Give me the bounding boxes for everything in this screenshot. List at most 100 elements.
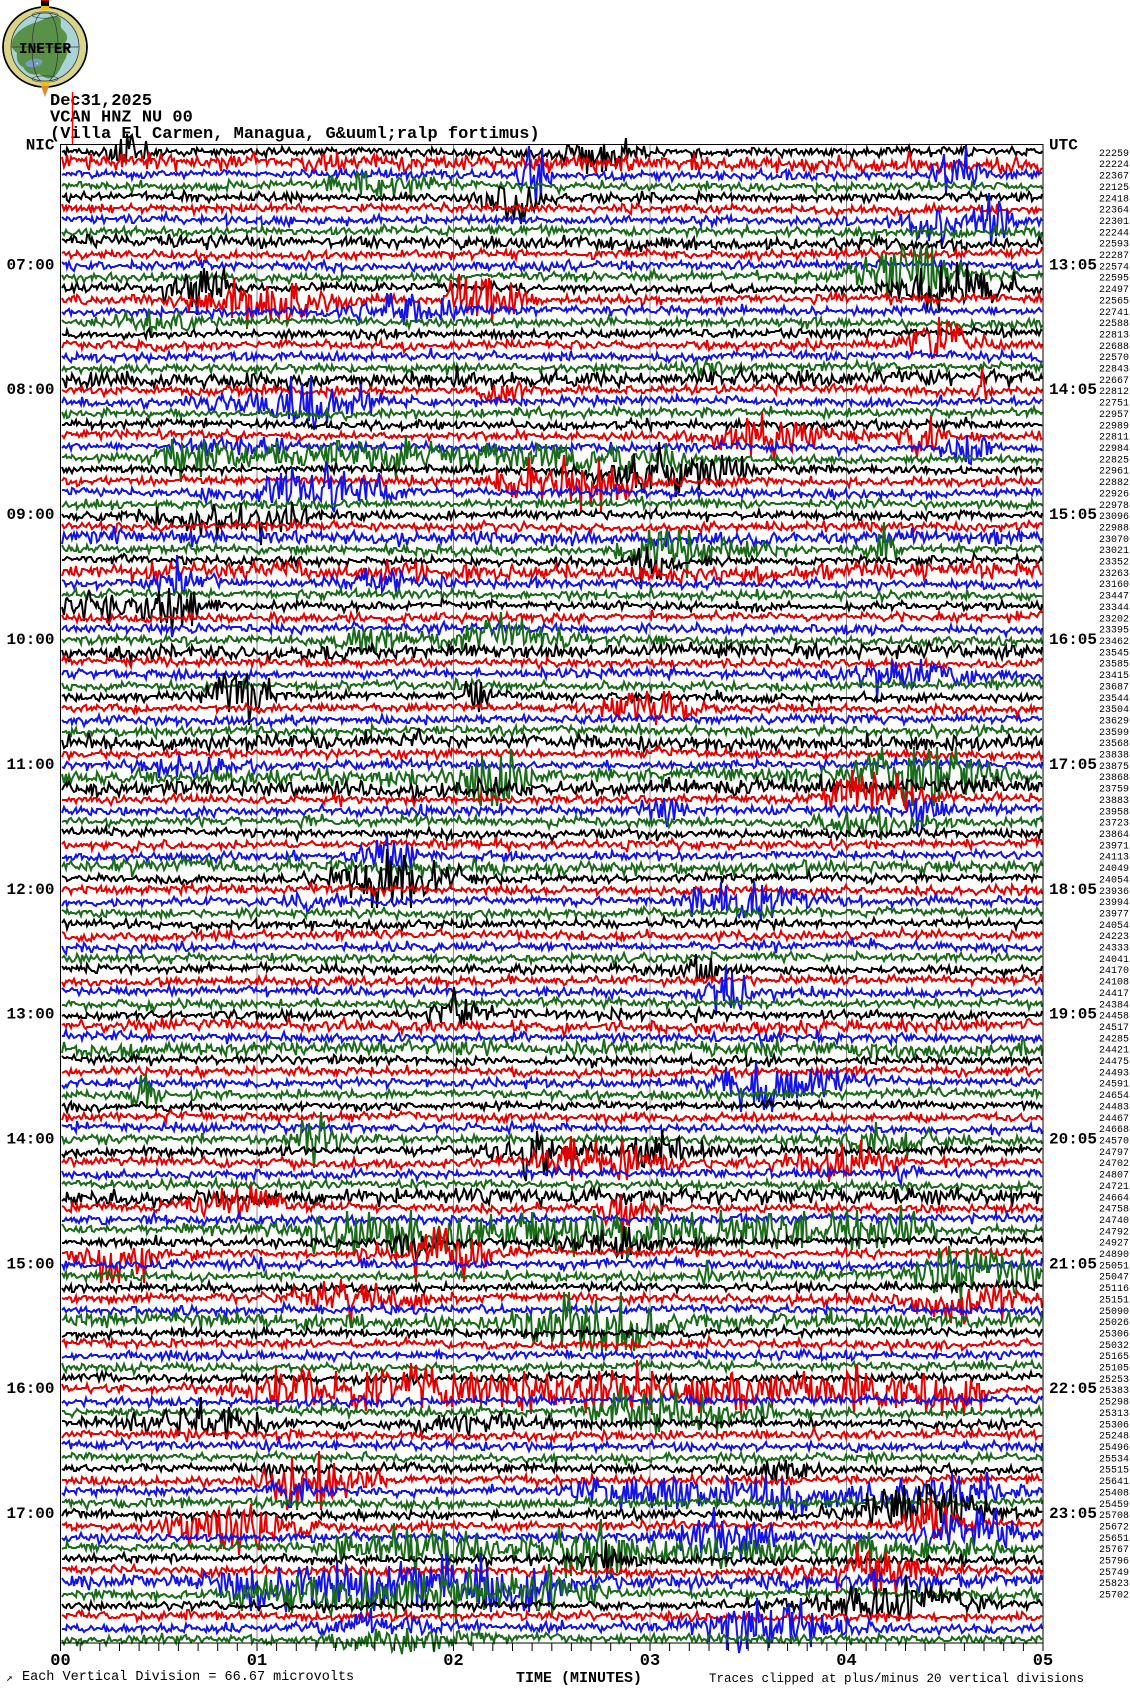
svg-text:24758: 24758 [1099,1205,1129,1216]
svg-text:INETER: INETER [19,42,72,58]
svg-text:22588: 22588 [1099,319,1129,330]
svg-text:22244: 22244 [1099,228,1129,239]
svg-text:(Villa El Carmen, Managua, G&u: (Villa El Carmen, Managua, G&uuml;ralp f… [50,125,540,144]
svg-text:24170: 24170 [1099,966,1129,977]
svg-text:09:00: 09:00 [6,506,54,524]
svg-text:24467: 24467 [1099,1114,1129,1125]
svg-text:23021: 23021 [1099,546,1129,557]
svg-text:13:05: 13:05 [1049,256,1097,274]
svg-text:24517: 24517 [1099,1023,1129,1034]
svg-text:24654: 24654 [1099,1091,1129,1102]
svg-text:22825: 22825 [1099,455,1129,466]
svg-text:18:05: 18:05 [1049,881,1097,899]
svg-text:04: 04 [836,1652,856,1671]
svg-text:25248: 25248 [1099,1432,1129,1443]
svg-text:25313: 25313 [1099,1409,1129,1420]
svg-text:22497: 22497 [1099,285,1129,296]
svg-text:10:00: 10:00 [6,631,54,649]
svg-text:23864: 23864 [1099,830,1129,841]
svg-text:24493: 24493 [1099,1068,1129,1079]
svg-text:07:00: 07:00 [6,256,54,274]
svg-text:15:00: 15:00 [6,1255,54,1273]
svg-text:22957: 22957 [1099,410,1129,421]
svg-text:24483: 24483 [1099,1102,1129,1113]
svg-text:23462: 23462 [1099,637,1129,648]
svg-text:15:05: 15:05 [1049,506,1097,524]
svg-text:22574: 22574 [1099,262,1129,273]
svg-text:25306: 25306 [1099,1330,1129,1341]
svg-text:24049: 24049 [1099,864,1129,875]
svg-text:24223: 24223 [1099,932,1129,943]
svg-text:13:00: 13:00 [6,1006,54,1024]
svg-text:23868: 23868 [1099,773,1129,784]
svg-text:23504: 23504 [1099,705,1129,716]
svg-text:23545: 23545 [1099,648,1129,659]
svg-text:23568: 23568 [1099,739,1129,750]
svg-text:25459: 25459 [1099,1500,1129,1511]
svg-text:11:00: 11:00 [6,756,54,774]
svg-text:24927: 24927 [1099,1239,1129,1250]
svg-text:24792: 24792 [1099,1227,1129,1238]
svg-text:25651: 25651 [1099,1534,1129,1545]
svg-text:08:00: 08:00 [6,381,54,399]
svg-text:24702: 24702 [1099,1159,1129,1170]
svg-text:22259: 22259 [1099,149,1129,160]
svg-text:25306: 25306 [1099,1420,1129,1431]
svg-text:23838: 23838 [1099,751,1129,762]
svg-text:UTC: UTC [1049,137,1078,155]
svg-text:25047: 25047 [1099,1273,1129,1284]
svg-text:22988: 22988 [1099,524,1129,535]
svg-text:25383: 25383 [1099,1386,1129,1397]
svg-text:22813: 22813 [1099,331,1129,342]
svg-text:25702: 25702 [1099,1591,1129,1602]
svg-text:21:05: 21:05 [1049,1255,1097,1273]
svg-text:24570: 24570 [1099,1137,1129,1148]
svg-text:23875: 23875 [1099,762,1129,773]
svg-text:22751: 22751 [1099,399,1129,410]
svg-text:Traces clipped at plus/minus 2: Traces clipped at plus/minus 20 vertical… [709,1672,1084,1686]
svg-text:23160: 23160 [1099,580,1129,591]
svg-text:24807: 24807 [1099,1171,1129,1182]
svg-text:25032: 25032 [1099,1341,1129,1352]
svg-text:01: 01 [247,1652,267,1671]
svg-text:14:05: 14:05 [1049,381,1097,399]
svg-text:24285: 24285 [1099,1034,1129,1045]
svg-text:22570: 22570 [1099,353,1129,364]
svg-text:02: 02 [443,1652,463,1671]
svg-text:05: 05 [1033,1652,1053,1671]
svg-text:24421: 24421 [1099,1046,1129,1057]
svg-text:22418: 22418 [1099,194,1129,205]
svg-text:12:00: 12:00 [6,881,54,899]
svg-text:22125: 22125 [1099,183,1129,194]
svg-text:Each Vertical Division = 66.: Each Vertical Division = 66.67 microvolt… [22,1670,354,1685]
svg-text:22:05: 22:05 [1049,1380,1097,1398]
svg-text:25749: 25749 [1099,1568,1129,1579]
svg-text:24890: 24890 [1099,1250,1129,1261]
svg-text:22812: 22812 [1099,387,1129,398]
svg-text:24054: 24054 [1099,921,1129,932]
svg-text:16:05: 16:05 [1049,631,1097,649]
svg-text:TIME (MINUTES): TIME (MINUTES) [516,1670,642,1687]
svg-text:24458: 24458 [1099,1012,1129,1023]
svg-text:23352: 23352 [1099,558,1129,569]
svg-text:17:00: 17:00 [6,1505,54,1523]
svg-text:22984: 22984 [1099,444,1129,455]
svg-text:22989: 22989 [1099,421,1129,432]
svg-text:NIC: NIC [26,137,55,155]
svg-text:23629: 23629 [1099,717,1129,728]
svg-text:22741: 22741 [1099,308,1129,319]
svg-text:19:05: 19:05 [1049,1006,1097,1024]
svg-text:22811: 22811 [1099,433,1129,444]
svg-text:23936: 23936 [1099,887,1129,898]
svg-text:24721: 24721 [1099,1182,1129,1193]
svg-text:23599: 23599 [1099,728,1129,739]
svg-text:23:05: 23:05 [1049,1505,1097,1523]
svg-text:24740: 24740 [1099,1216,1129,1227]
svg-text:25496: 25496 [1099,1443,1129,1454]
svg-text:25823: 25823 [1099,1579,1129,1590]
svg-text:23544: 23544 [1099,694,1129,705]
svg-text:00: 00 [50,1652,70,1671]
svg-text:25026: 25026 [1099,1318,1129,1329]
svg-text:25515: 25515 [1099,1466,1129,1477]
svg-text:25534: 25534 [1099,1454,1129,1465]
